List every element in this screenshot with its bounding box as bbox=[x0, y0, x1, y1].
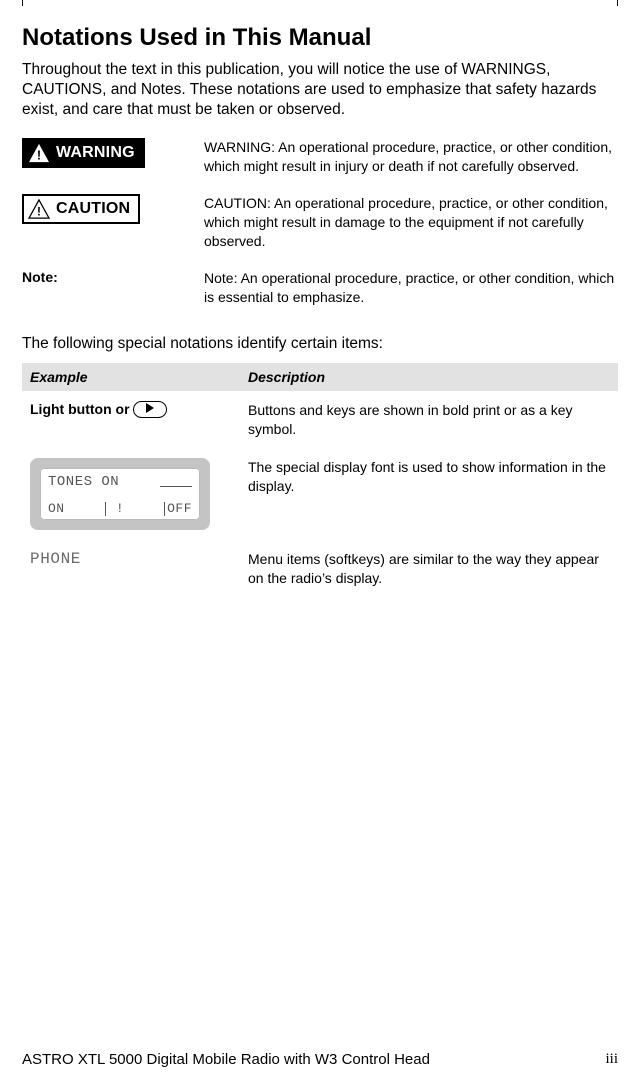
warning-badge-cell: ! WARNING bbox=[22, 138, 194, 176]
caution-definition: CAUTION: An operational procedure, pract… bbox=[204, 194, 618, 251]
warning-badge: ! WARNING bbox=[22, 138, 145, 168]
display-line1-left: TONES ON bbox=[48, 474, 119, 490]
note-label: Note: bbox=[22, 269, 194, 307]
table-header-row: Example Description bbox=[22, 363, 618, 391]
svg-text:!: ! bbox=[37, 205, 41, 219]
radio-display-mockup: TONES ON ON ! OFF bbox=[30, 458, 210, 530]
header-description: Description bbox=[240, 363, 618, 391]
example-display-font: TONES ON ON ! OFF bbox=[22, 448, 240, 540]
radio-display-inner: TONES ON ON ! OFF bbox=[40, 468, 200, 520]
example-light-button: Light button or bbox=[22, 391, 240, 449]
note-definition: Note: An operational procedure, practice… bbox=[204, 269, 618, 307]
desc-light-button: Buttons and keys are shown in bold print… bbox=[240, 391, 618, 449]
page-title: Notations Used in This Manual bbox=[22, 24, 618, 52]
display-underline-icon bbox=[160, 486, 192, 487]
top-crop-marks bbox=[22, 0, 618, 6]
caution-badge-label: CAUTION bbox=[56, 200, 130, 218]
svg-text:!: ! bbox=[37, 148, 41, 163]
special-notations-intro: The following special notations identify… bbox=[22, 335, 618, 353]
intro-paragraph: Throughout the text in this publication,… bbox=[22, 60, 618, 120]
footer-title: ASTRO XTL 5000 Digital Mobile Radio with… bbox=[22, 1051, 430, 1068]
display-line2-right: OFF bbox=[167, 501, 192, 516]
notation-definitions: ! WARNING WARNING: An operational proced… bbox=[22, 138, 618, 306]
warning-definition: WARNING: An operational procedure, pract… bbox=[204, 138, 618, 176]
caution-triangle-icon: ! bbox=[28, 199, 50, 219]
table-row: TONES ON ON ! OFF The special display fo… bbox=[22, 448, 618, 540]
display-divider: ! bbox=[103, 501, 125, 516]
display-divider-icon bbox=[164, 502, 165, 516]
softkey-phone-label: PHONE bbox=[30, 550, 81, 568]
caution-badge-cell: ! CAUTION bbox=[22, 194, 194, 251]
light-button-text: Light button or bbox=[30, 401, 133, 417]
page-footer: ASTRO XTL 5000 Digital Mobile Radio with… bbox=[22, 1051, 618, 1068]
desc-softkey: Menu items (softkeys) are similar to the… bbox=[240, 540, 618, 598]
desc-display-font: The special display font is used to show… bbox=[240, 448, 618, 540]
warning-badge-label: WARNING bbox=[56, 144, 135, 162]
table-row: Light button or Buttons and keys are sho… bbox=[22, 391, 618, 449]
table-row: PHONE Menu items (softkeys) are similar … bbox=[22, 540, 618, 598]
warning-triangle-icon: ! bbox=[28, 143, 50, 163]
example-softkey: PHONE bbox=[22, 540, 240, 598]
header-example: Example bbox=[22, 363, 240, 391]
display-line2-left: ON bbox=[48, 501, 65, 516]
caution-badge: ! CAUTION bbox=[22, 194, 140, 224]
page-number: iii bbox=[605, 1051, 618, 1068]
key-symbol-icon bbox=[133, 401, 167, 418]
special-notations-table: Example Description Light button or Butt… bbox=[22, 363, 618, 599]
play-triangle-icon bbox=[146, 403, 154, 413]
